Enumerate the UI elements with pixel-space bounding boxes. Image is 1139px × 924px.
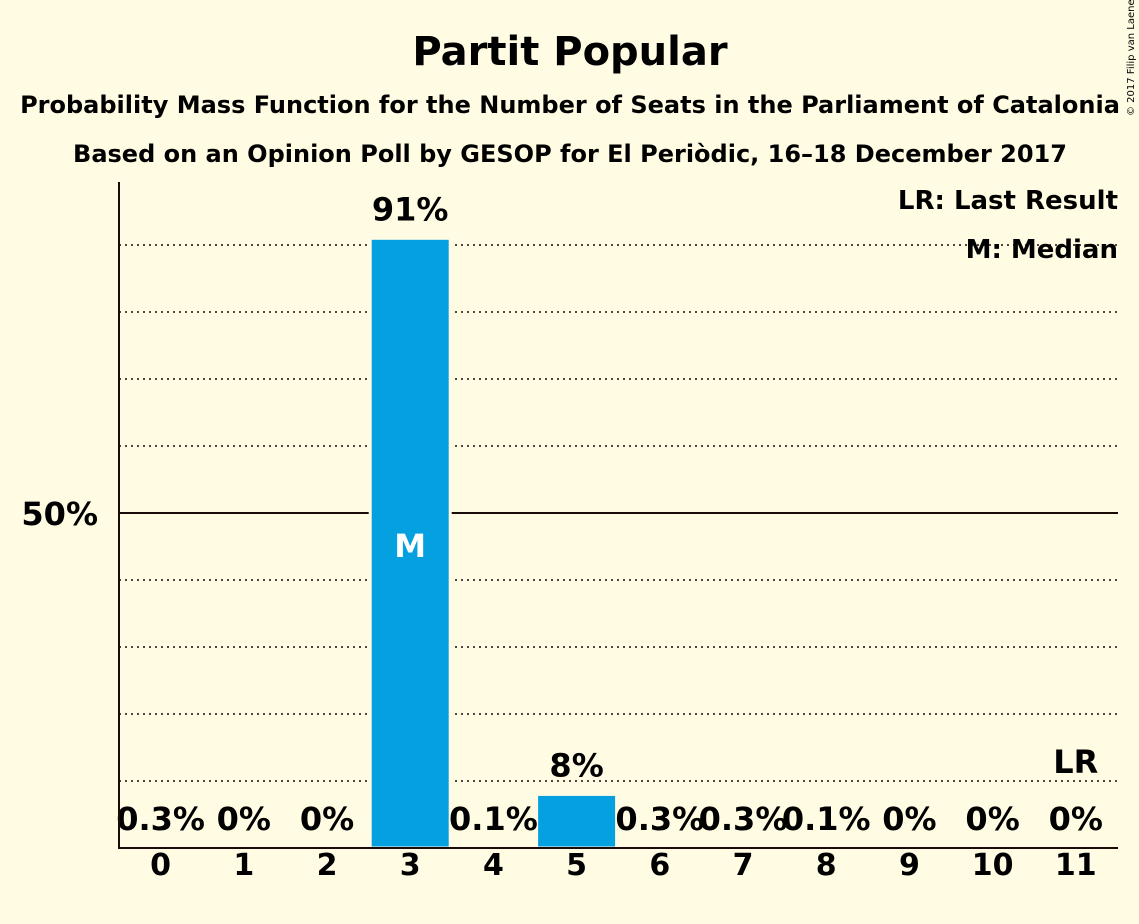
last-result-marker: LR (1053, 743, 1098, 781)
bar-value-label-10: 0% (965, 800, 1019, 838)
x-tick-label-7: 7 (733, 848, 754, 883)
bar-value-labels: 0.3% 0% 0%91%0.1%8%0.3%0.3%0.1% 0% 0% 0% (116, 190, 1103, 838)
bar-value-label-9: 0% (882, 800, 936, 838)
bar-3 (368, 236, 452, 850)
median-marker: M (394, 527, 426, 565)
x-tick-label-3: 3 (400, 848, 421, 883)
x-tick-labels: 0 1 2 3 4 5 6 7 8 9 10 11 (150, 848, 1097, 883)
chart-subtitle-line-2: Based on an Opinion Poll by GESOP for El… (73, 140, 1067, 168)
bars (368, 236, 619, 850)
x-tick-label-1: 1 (233, 848, 254, 883)
x-tick-label-8: 8 (816, 848, 837, 883)
bar-value-label-6: 0.3% (615, 800, 704, 838)
bar-value-label-5: 8% (549, 746, 603, 784)
x-tick-label-9: 9 (899, 848, 920, 883)
gridlines (119, 244, 1118, 782)
bar-value-label-11: 0% (1049, 800, 1103, 838)
x-tick-label-2: 2 (317, 848, 338, 883)
copyright-text: © 2017 Filip van Laenen (1126, 0, 1137, 116)
markers: M LR (394, 527, 1098, 781)
bar-value-label-0: 0.3% (116, 800, 205, 838)
y-tick-labels: 50% (21, 495, 98, 533)
legend-median: M: Median (966, 235, 1118, 265)
x-tick-label-4: 4 (483, 848, 504, 883)
bar-5 (535, 792, 619, 850)
y-tick-label: 50% (21, 495, 98, 533)
bar-value-label-4: 0.1% (449, 800, 538, 838)
x-tick-label-11: 11 (1055, 848, 1097, 883)
x-tick-label-5: 5 (566, 848, 587, 883)
x-tick-label-10: 10 (972, 848, 1014, 883)
legend-last-result: LR: Last Result (898, 186, 1118, 216)
bar-value-label-3: 91% (372, 190, 449, 228)
bar-value-label-7: 0.3% (699, 800, 788, 838)
bar-value-label-2: 0% (300, 800, 354, 838)
bar-value-label-8: 0.1% (782, 800, 871, 838)
chart-subtitle-line-1: Probability Mass Function for the Number… (20, 91, 1120, 119)
bar-value-label-1: 0% (217, 800, 271, 838)
x-tick-label-6: 6 (649, 848, 670, 883)
chart-title: Partit Popular (412, 29, 727, 75)
x-tick-label-0: 0 (150, 848, 171, 883)
